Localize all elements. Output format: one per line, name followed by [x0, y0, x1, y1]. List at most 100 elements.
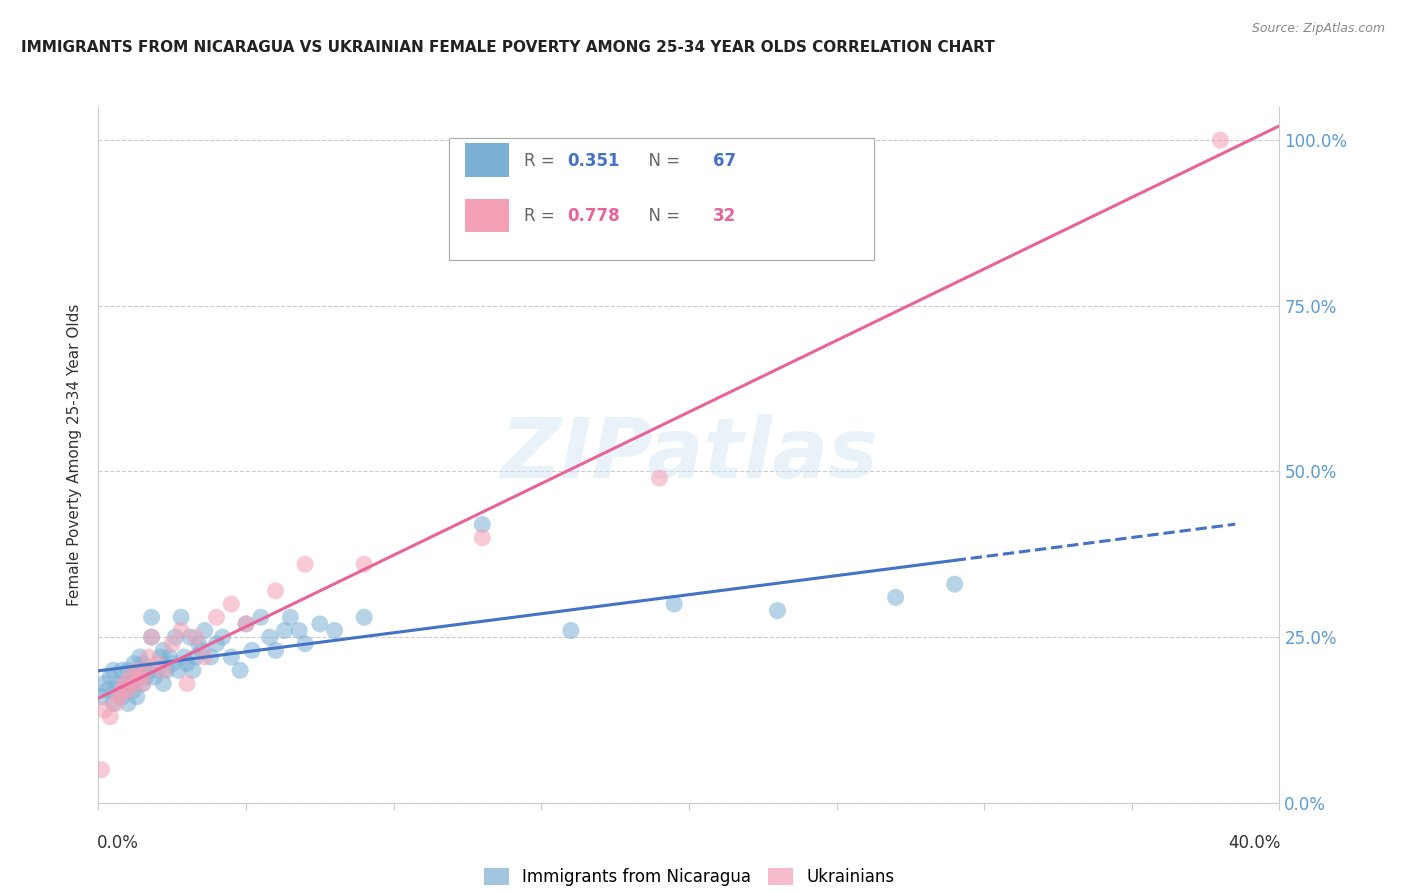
- Point: [98, 670, 121, 684]
- Text: 67: 67: [713, 152, 735, 169]
- Point: [98, 709, 121, 723]
- Point: [221, 597, 243, 611]
- Point: [125, 670, 148, 684]
- Point: [200, 650, 222, 665]
- Point: [560, 624, 582, 638]
- Point: [111, 663, 134, 677]
- Point: [205, 610, 228, 624]
- Point: [194, 650, 217, 665]
- Point: [240, 643, 263, 657]
- Point: [138, 663, 160, 677]
- Point: [664, 597, 686, 611]
- Point: [173, 650, 195, 665]
- Text: R =: R =: [523, 152, 560, 169]
- Point: [170, 610, 193, 624]
- Point: [184, 630, 207, 644]
- Point: [117, 663, 139, 677]
- Point: [170, 624, 193, 638]
- Text: 0.778: 0.778: [567, 207, 620, 226]
- Point: [122, 676, 145, 690]
- Point: [943, 577, 966, 591]
- Text: N =: N =: [638, 207, 686, 226]
- Point: [280, 610, 302, 624]
- Y-axis label: Female Poverty Among 25-34 Year Olds: Female Poverty Among 25-34 Year Olds: [67, 304, 83, 606]
- Point: [205, 637, 228, 651]
- Point: [250, 610, 273, 624]
- Text: Source: ZipAtlas.com: Source: ZipAtlas.com: [1251, 22, 1385, 36]
- Point: [235, 616, 257, 631]
- Point: [125, 663, 148, 677]
- Text: 40.0%: 40.0%: [1229, 834, 1281, 852]
- Point: [105, 683, 128, 698]
- Point: [229, 663, 252, 677]
- Text: ZIPatlas: ZIPatlas: [501, 415, 877, 495]
- Point: [155, 663, 177, 677]
- Point: [323, 624, 346, 638]
- Point: [235, 616, 257, 631]
- Point: [471, 517, 494, 532]
- Point: [766, 604, 789, 618]
- Point: [221, 650, 243, 665]
- Point: [194, 624, 217, 638]
- Point: [114, 676, 136, 690]
- Point: [259, 630, 281, 644]
- FancyBboxPatch shape: [449, 138, 875, 260]
- Point: [146, 663, 169, 677]
- Point: [162, 637, 183, 651]
- FancyBboxPatch shape: [464, 144, 509, 177]
- Point: [648, 471, 671, 485]
- Point: [162, 657, 183, 671]
- Point: [103, 663, 125, 677]
- Point: [167, 663, 190, 677]
- Point: [141, 630, 163, 644]
- Point: [141, 610, 163, 624]
- Point: [353, 610, 375, 624]
- Point: [96, 683, 118, 698]
- Point: [132, 676, 155, 690]
- Point: [120, 676, 142, 690]
- Point: [122, 683, 145, 698]
- Point: [187, 637, 209, 651]
- Text: 0.0%: 0.0%: [97, 834, 139, 852]
- Point: [138, 650, 160, 665]
- Point: [165, 630, 187, 644]
- Point: [90, 763, 112, 777]
- Point: [157, 650, 180, 665]
- Point: [108, 676, 131, 690]
- Text: IMMIGRANTS FROM NICARAGUA VS UKRAINIAN FEMALE POVERTY AMONG 25-34 YEAR OLDS CORR: IMMIGRANTS FROM NICARAGUA VS UKRAINIAN F…: [21, 40, 995, 55]
- Point: [128, 670, 150, 684]
- Point: [120, 670, 142, 684]
- FancyBboxPatch shape: [464, 199, 509, 232]
- Point: [90, 690, 112, 704]
- Point: [114, 676, 136, 690]
- Point: [176, 676, 198, 690]
- Point: [181, 663, 204, 677]
- Point: [125, 690, 148, 704]
- Point: [93, 676, 115, 690]
- Point: [135, 663, 157, 677]
- Point: [176, 657, 198, 671]
- Point: [128, 650, 150, 665]
- Point: [152, 643, 174, 657]
- Point: [184, 650, 207, 665]
- Point: [288, 624, 311, 638]
- Point: [179, 630, 201, 644]
- Point: [294, 637, 316, 651]
- Point: [152, 663, 174, 677]
- Point: [273, 624, 295, 638]
- Point: [93, 703, 115, 717]
- Point: [105, 697, 128, 711]
- Point: [135, 670, 157, 684]
- Point: [111, 690, 134, 704]
- Point: [108, 690, 131, 704]
- Point: [191, 643, 214, 657]
- Point: [353, 558, 375, 572]
- Point: [264, 583, 287, 598]
- Text: N =: N =: [638, 152, 686, 169]
- Text: 32: 32: [713, 207, 735, 226]
- Point: [309, 616, 332, 631]
- Point: [146, 657, 169, 671]
- Point: [1209, 133, 1232, 147]
- Point: [152, 676, 174, 690]
- Point: [294, 558, 316, 572]
